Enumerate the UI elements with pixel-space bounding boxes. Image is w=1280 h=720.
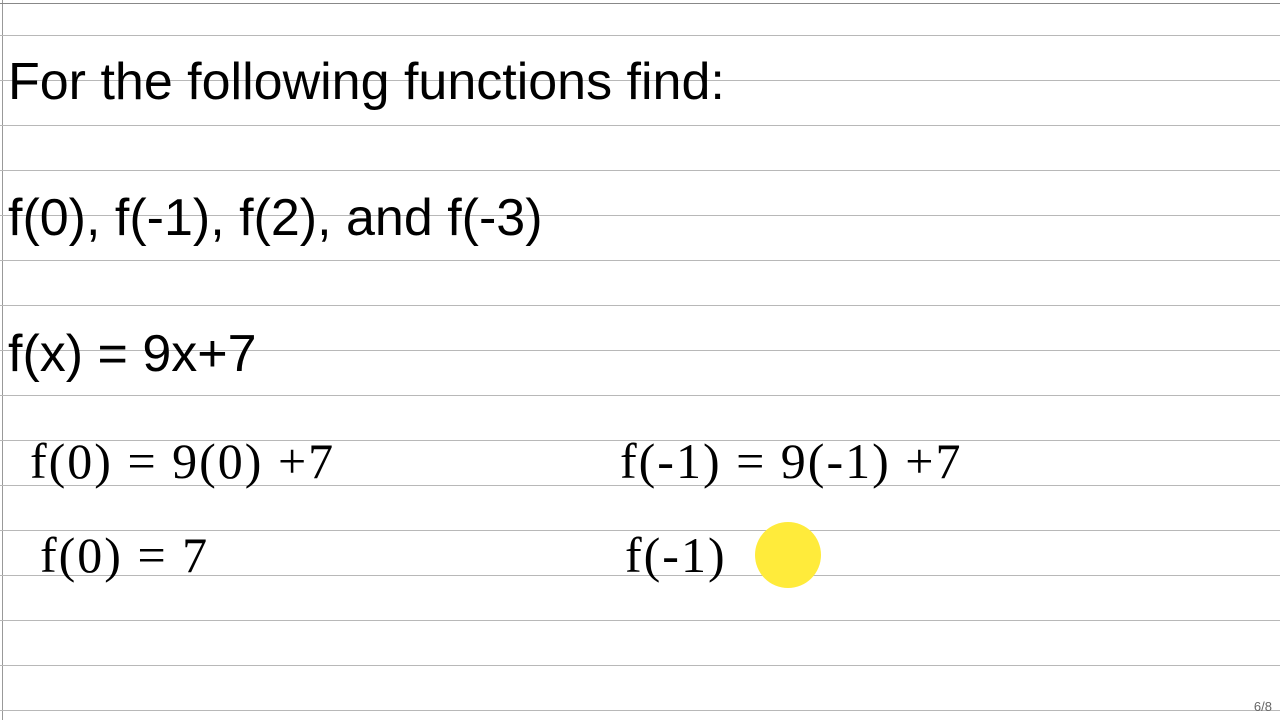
work-eq2: f(0) = 7 xyxy=(40,526,209,584)
page-counter: 6/8 xyxy=(1254,699,1272,714)
problem-prompt-line1: For the following functions find: xyxy=(8,52,725,112)
margin-line xyxy=(2,0,3,720)
work-eq1: f(0) = 9(0) +7 xyxy=(30,432,335,490)
highlighter-cursor xyxy=(755,522,821,588)
problem-prompt-line2: f(0), f(-1), f(2), and f(-3) xyxy=(8,188,543,248)
function-definition: f(x) = 9x+7 xyxy=(8,324,257,384)
work-eq3: f(-1) = 9(-1) +7 xyxy=(620,432,962,490)
work-eq4: f(-1) xyxy=(625,526,727,584)
